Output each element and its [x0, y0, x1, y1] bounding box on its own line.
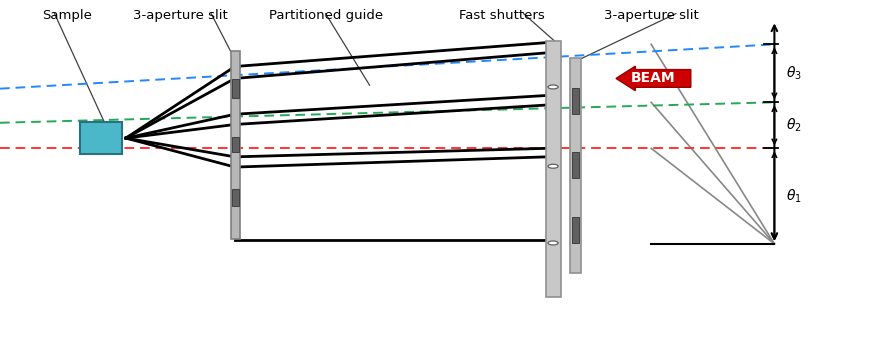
Text: 3-aperture slit: 3-aperture slit — [604, 9, 699, 21]
Text: Partitioned guide: Partitioned guide — [268, 9, 383, 21]
FancyArrow shape — [616, 66, 691, 91]
Bar — [232, 189, 238, 206]
Bar — [232, 137, 238, 152]
Bar — [572, 152, 579, 178]
Bar — [572, 88, 579, 114]
Text: BEAM: BEAM — [631, 71, 676, 86]
Text: $\theta_3$: $\theta_3$ — [786, 64, 802, 82]
Bar — [80, 122, 122, 154]
Text: Fast shutters: Fast shutters — [458, 9, 545, 21]
Bar — [572, 217, 579, 243]
Text: $\theta_2$: $\theta_2$ — [786, 117, 802, 134]
Circle shape — [548, 164, 558, 168]
Bar — [231, 51, 240, 239]
Text: 3-aperture slit: 3-aperture slit — [133, 9, 228, 21]
Text: Sample: Sample — [42, 9, 92, 21]
Circle shape — [548, 241, 558, 245]
Circle shape — [548, 85, 558, 89]
Bar — [570, 58, 581, 273]
Bar — [546, 41, 561, 297]
Text: $\theta_1$: $\theta_1$ — [786, 187, 802, 205]
Bar — [232, 79, 238, 98]
